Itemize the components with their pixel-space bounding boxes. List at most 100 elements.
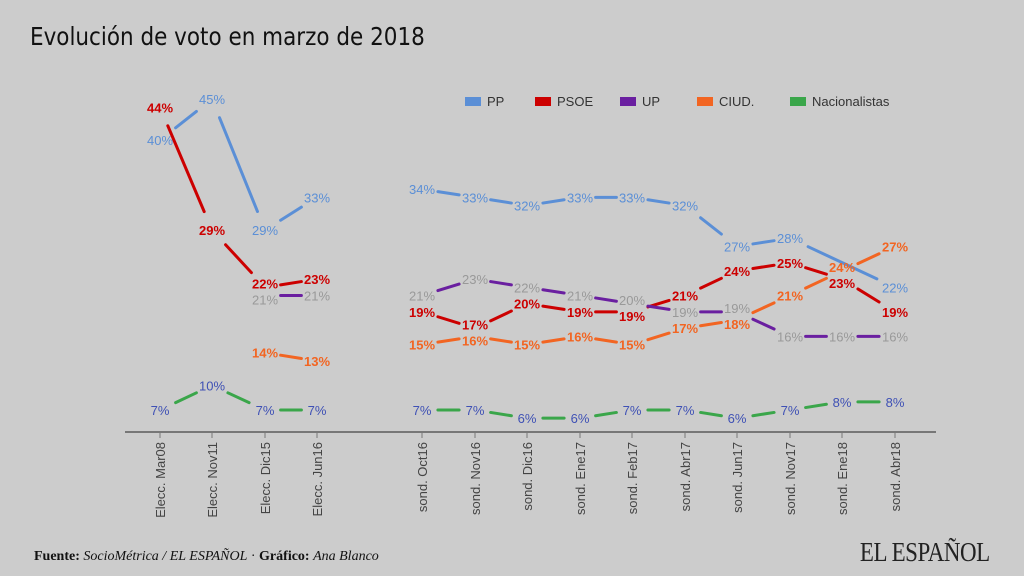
data-label: 6%	[518, 411, 537, 426]
series-line-psoe	[489, 309, 513, 323]
data-label: 10%	[199, 378, 225, 393]
data-label: 22%	[882, 280, 908, 295]
series-line-ciud	[699, 320, 723, 328]
footer-credits: Fuente: SocioMétrica / EL ESPAÑOL · Gráf…	[34, 549, 379, 565]
series-line-pp	[699, 216, 723, 236]
data-label: 23%	[304, 272, 330, 287]
data-label: 7%	[308, 403, 327, 418]
legend-label: PSOE	[557, 94, 593, 109]
series-line-nacionalistas	[594, 410, 618, 418]
series-line-pp	[541, 198, 566, 205]
x-tick-label: sond. Oct16	[415, 442, 430, 512]
x-tick-label: sond. Jun17	[730, 442, 745, 513]
x-tick-label: Elecc. Jun16	[310, 442, 325, 516]
series-line-ciud	[856, 252, 881, 266]
data-label: 21%	[252, 292, 278, 307]
series-line-up	[436, 282, 461, 293]
data-label: 7%	[466, 403, 485, 418]
data-label: 15%	[409, 338, 435, 353]
data-label: 29%	[199, 223, 225, 238]
data-label: 14%	[252, 346, 278, 361]
series-line-nacionalistas	[489, 410, 513, 418]
data-label: 8%	[833, 395, 852, 410]
legend-label: PP	[487, 94, 504, 109]
data-label: 15%	[619, 338, 645, 353]
series-line-pp	[436, 190, 461, 197]
data-label: 22%	[252, 276, 278, 291]
data-label: 23%	[829, 276, 855, 291]
el-espanol-logo: EL ESPAÑOL	[860, 537, 990, 567]
data-label: 6%	[571, 411, 590, 426]
series-line-psoe	[436, 315, 461, 325]
data-label: 7%	[676, 403, 695, 418]
series-line-nacionalistas	[174, 391, 198, 405]
data-label: 24%	[829, 260, 855, 275]
data-label: 7%	[151, 403, 170, 418]
data-label: 21%	[777, 288, 803, 303]
x-tick-label: sond. Nov17	[783, 442, 798, 515]
source-text: SocioMétrica / EL ESPAÑOL	[83, 549, 248, 564]
legend-swatch	[535, 97, 551, 106]
credit-text: Ana Blanco	[313, 549, 379, 564]
series-line-pp	[489, 198, 513, 205]
series-line-nacionalistas	[226, 391, 251, 405]
data-label: 7%	[413, 403, 432, 418]
x-tick-label: sond. Ene18	[835, 442, 850, 515]
series-line-up	[594, 296, 618, 303]
data-label: 45%	[199, 92, 225, 107]
data-label: 29%	[252, 223, 278, 238]
data-label: 17%	[462, 317, 488, 332]
x-tick-label: sond. Feb17	[625, 442, 640, 514]
data-label: 32%	[672, 199, 698, 214]
x-tick-label: sond. Nov16	[468, 442, 483, 515]
series-line-ciud	[804, 276, 828, 290]
source-label: Fuente:	[34, 549, 80, 564]
series-line-ciud	[751, 301, 776, 315]
data-label: 18%	[724, 317, 750, 332]
data-label: 33%	[304, 190, 330, 205]
data-label: 19%	[409, 305, 435, 320]
series-line-nacionalistas	[751, 410, 776, 418]
data-label: 15%	[514, 338, 540, 353]
data-label: 19%	[619, 309, 645, 324]
legend-swatch	[465, 97, 481, 106]
data-label: 27%	[724, 239, 750, 254]
x-tick-label: sond. Ene17	[573, 442, 588, 515]
series-line-psoe	[541, 304, 566, 311]
series-line-nacionalistas	[699, 410, 723, 418]
data-label: 6%	[728, 411, 747, 426]
data-label: 19%	[672, 305, 698, 320]
legend-swatch	[620, 97, 636, 106]
series-line-ciud	[541, 337, 566, 344]
series-line-ciud	[489, 337, 513, 344]
data-label: 19%	[882, 305, 908, 320]
data-label: 16%	[777, 329, 803, 344]
series-line-pp	[279, 205, 303, 222]
data-label: 33%	[567, 190, 593, 205]
data-label: 7%	[256, 403, 275, 418]
data-label: 40%	[147, 133, 173, 148]
x-tick-label: Elecc. Mar08	[153, 442, 168, 518]
data-label: 33%	[619, 190, 645, 205]
data-label: 33%	[462, 190, 488, 205]
series-line-pp	[646, 198, 671, 205]
data-label: 25%	[777, 256, 803, 271]
series-line-pp	[751, 239, 776, 246]
data-label: 21%	[409, 288, 435, 303]
data-label: 16%	[829, 329, 855, 344]
data-label: 44%	[147, 100, 173, 115]
legend-swatch	[790, 97, 806, 106]
x-tick-label: Elecc. Dic15	[258, 442, 273, 514]
series-line-up	[751, 317, 776, 331]
data-label: 24%	[724, 264, 750, 279]
data-label: 20%	[514, 297, 540, 312]
data-label: 8%	[886, 395, 905, 410]
series-line-pp	[218, 116, 259, 214]
data-label: 16%	[462, 333, 488, 348]
series-line-psoe	[804, 266, 828, 276]
separator: ·	[247, 549, 260, 564]
series-line-up	[646, 304, 671, 311]
series-line-up	[489, 280, 513, 287]
data-label: 19%	[567, 305, 593, 320]
series-line-ciud	[594, 337, 618, 344]
